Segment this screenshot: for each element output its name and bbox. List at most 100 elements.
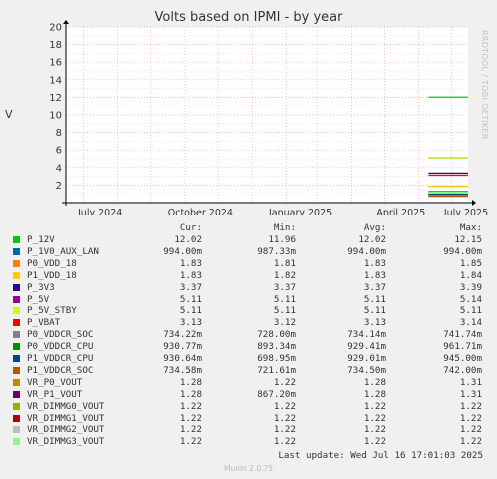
series-lines bbox=[428, 96, 468, 198]
legend-row: P1_VDD_18 1.83 1.82 1.83 1.84 bbox=[0, 270, 497, 282]
legend-swatch bbox=[13, 283, 20, 291]
legend-max-value: 1.22 bbox=[459, 400, 482, 412]
legend-cur-value: 3.37 bbox=[179, 281, 202, 293]
legend-swatch bbox=[13, 414, 20, 422]
legend-cur-value: 994.00m bbox=[163, 245, 202, 257]
legend-row: P0_VDDCR_SOC 734.22m 728.00m 734.14m 741.74m bbox=[0, 329, 497, 341]
legend-max-value: 1.31 bbox=[459, 388, 482, 400]
x-tick-label: April 2025 bbox=[376, 208, 425, 215]
legend-min-value: 893.34m bbox=[257, 341, 296, 353]
legend-swatch bbox=[13, 402, 20, 410]
legend-swatch bbox=[13, 307, 20, 315]
legend-row: P_5V_STBY 5.11 5.11 5.11 5.11 bbox=[0, 305, 497, 317]
legend-cur-value: 1.22 bbox=[179, 400, 202, 412]
legend-avg-value: 1.22 bbox=[363, 412, 386, 424]
legend-swatch bbox=[13, 343, 20, 351]
legend-max-value: 741.74m bbox=[443, 329, 482, 341]
footer-version: Munin 2.0.75 bbox=[223, 464, 274, 473]
legend-min-value: 721.61m bbox=[257, 364, 296, 376]
legend-max-value: 1.22 bbox=[459, 412, 482, 424]
legend-cur-value: 734.58m bbox=[163, 364, 202, 376]
legend-swatch bbox=[13, 259, 20, 267]
legend-header-max: Max: bbox=[459, 222, 482, 233]
legend-min-value: 698.95m bbox=[257, 353, 296, 364]
legend-avg-value: 994.00m bbox=[347, 245, 386, 257]
legend-min-value: 3.12 bbox=[273, 317, 296, 329]
legend-header-min: Min: bbox=[273, 222, 296, 233]
y-tick-label: 8 bbox=[56, 128, 62, 139]
legend-avg-value: 929.01m bbox=[347, 353, 386, 364]
legend-avg-value: 1.22 bbox=[363, 400, 386, 412]
y-tick-label: 18 bbox=[49, 40, 62, 51]
y-ticks: 2 4 6 8 10 12 14 16 18 20 bbox=[49, 23, 62, 192]
legend-min-value: 5.11 bbox=[273, 305, 296, 317]
grid bbox=[66, 26, 468, 203]
legend-max-value: 3.14 bbox=[459, 317, 482, 329]
legend-max-value: 1.85 bbox=[459, 257, 482, 269]
legend-cur-value: 1.22 bbox=[179, 436, 202, 448]
legend-cur-value: 734.22m bbox=[163, 329, 202, 341]
y-tick-label: 12 bbox=[49, 93, 62, 104]
legend-row: VR_DIMMG0_VOUT 1.22 1.22 1.22 1.22 bbox=[0, 401, 497, 413]
legend-row: VR_P0_VOUT 1.28 1.22 1.28 1.31 bbox=[0, 377, 497, 389]
legend-min-value: 1.81 bbox=[273, 257, 296, 269]
legend-row: P_12V 12.02 11.96 12.02 12.15 bbox=[0, 234, 497, 246]
y-axis-label: V bbox=[5, 108, 13, 121]
legend-max-value: 12.15 bbox=[454, 234, 482, 245]
legend-series-name: P_1V0_AUX_LAN bbox=[27, 245, 99, 257]
x-axis-arrow bbox=[472, 200, 476, 206]
legend-swatch bbox=[13, 390, 20, 398]
legend-series-name: VR_DIMMG3_VOUT bbox=[27, 436, 105, 448]
legend-series-name: P1_VDDCR_CPU bbox=[27, 353, 94, 364]
legend-avg-value: 929.41m bbox=[347, 341, 386, 353]
legend-series-name: P0_VDDCR_SOC bbox=[27, 329, 94, 341]
legend-swatch bbox=[13, 378, 20, 386]
legend-avg-value: 5.11 bbox=[363, 305, 386, 317]
legend-min-value: 5.11 bbox=[273, 293, 296, 305]
legend-row: VR_DIMMG1_VOUT 1.22 1.22 1.22 1.22 bbox=[0, 413, 497, 425]
legend-avg-value: 12.02 bbox=[358, 234, 386, 245]
legend-max-value: 5.14 bbox=[459, 293, 482, 305]
x-tick-label: October 2024 bbox=[168, 208, 233, 215]
legend-avg-value: 1.83 bbox=[363, 257, 386, 269]
legend-series-name: VR_DIMMG0_VOUT bbox=[27, 400, 105, 412]
x-tick-label: January 2025 bbox=[268, 208, 332, 215]
legend-series-name: P_VBAT bbox=[27, 317, 61, 329]
legend-avg-value: 1.22 bbox=[363, 436, 386, 448]
legend-avg-value: 1.22 bbox=[363, 424, 386, 436]
legend-series-name: P_12V bbox=[27, 234, 55, 245]
legend-max-value: 961.71m bbox=[443, 341, 482, 353]
legend-swatch bbox=[13, 319, 20, 327]
legend-cur-value: 1.83 bbox=[179, 269, 202, 281]
legend-swatch bbox=[13, 438, 20, 446]
legend-swatch bbox=[13, 355, 20, 362]
legend-swatch bbox=[13, 236, 20, 243]
legend-cur-value: 1.28 bbox=[179, 376, 202, 388]
legend-max-value: 994.00m bbox=[443, 245, 482, 257]
legend-row: P_5V 5.11 5.11 5.11 5.14 bbox=[0, 294, 497, 306]
legend-row: VR_DIMMG3_VOUT 1.22 1.22 1.22 1.22 bbox=[0, 436, 497, 448]
legend-series-name: P1_VDDCR_SOC bbox=[27, 364, 94, 376]
legend-header-cur: Cur: bbox=[179, 222, 202, 233]
x-tick-label: July 2024 bbox=[77, 208, 122, 215]
y-tick-label: 16 bbox=[49, 58, 62, 69]
legend-min-value: 1.22 bbox=[273, 400, 296, 412]
legend-series-name: P_3V3 bbox=[27, 281, 55, 293]
legend-min-value: 1.22 bbox=[273, 376, 296, 388]
legend-cur-value: 3.13 bbox=[179, 317, 202, 329]
chart-title: Volts based on IPMI - by year bbox=[154, 10, 343, 25]
legend-min-value: 1.22 bbox=[273, 424, 296, 436]
legend-series-name: P_5V bbox=[27, 293, 50, 305]
legend-series-name: P0_VDD_18 bbox=[27, 257, 77, 269]
legend-row: VR_DIMMG2_VOUT 1.22 1.22 1.22 1.22 bbox=[0, 424, 497, 436]
legend-cur-value: 1.83 bbox=[179, 257, 202, 269]
legend-avg-value: 3.37 bbox=[363, 281, 386, 293]
legend-min-value: 867.20m bbox=[257, 388, 296, 400]
legend-min-value: 1.82 bbox=[273, 269, 296, 281]
legend-min-value: 987.33m bbox=[257, 245, 296, 257]
legend-row: P_3V3 3.37 3.37 3.37 3.39 bbox=[0, 282, 497, 294]
legend-avg-value: 3.13 bbox=[363, 317, 386, 329]
legend-cur-value: 930.77m bbox=[163, 341, 202, 353]
legend-avg-value: 1.83 bbox=[363, 269, 386, 281]
legend-min-value: 11.96 bbox=[268, 234, 296, 245]
